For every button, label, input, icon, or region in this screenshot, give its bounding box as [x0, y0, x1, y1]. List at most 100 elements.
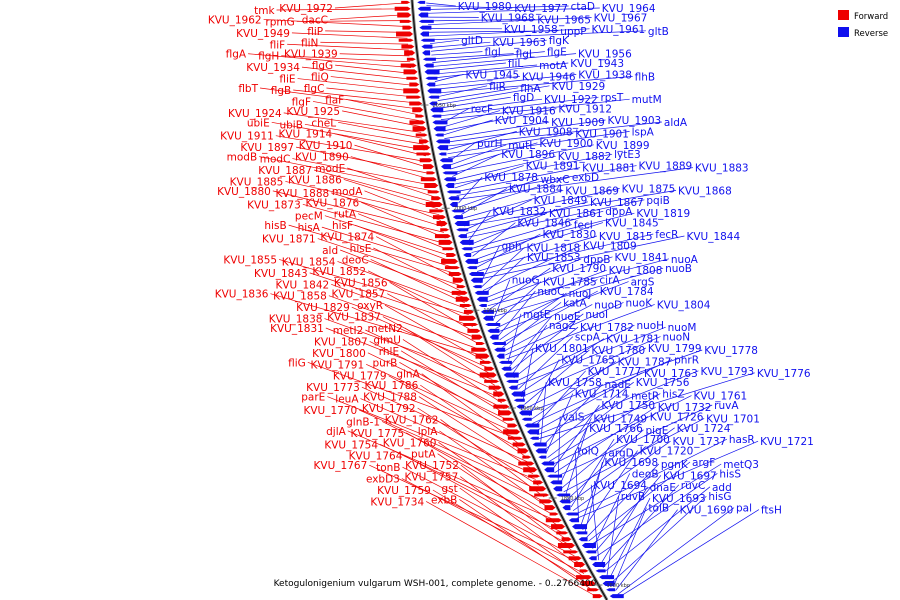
reverse-leader-line — [426, 2, 456, 7]
reverse-gene-label: flgE — [547, 47, 567, 59]
forward-leader-line — [331, 192, 443, 227]
reverse-gene-label: tolQ — [577, 446, 599, 458]
forward-feature-arrow — [512, 442, 526, 447]
reverse-feature-arrow — [421, 44, 433, 49]
reverse-feature-arrow — [443, 177, 456, 182]
reverse-gene-label: recF — [471, 104, 493, 116]
forward-feature-arrow — [503, 429, 521, 435]
reverse-feature-arrow — [498, 360, 512, 364]
reverse-feature-arrow — [438, 152, 447, 156]
forward-gene-label: KVU_1838 — [269, 314, 323, 326]
forward-gene-label: pecM — [295, 211, 323, 223]
reverse-feature-arrow — [568, 518, 579, 523]
reverse-feature-arrow — [465, 258, 479, 264]
reverse-feature-arrow — [429, 101, 438, 106]
reverse-feature-arrow — [427, 88, 442, 94]
forward-gene-label: KVU_1972 — [279, 3, 333, 15]
reverse-leader-line — [613, 507, 647, 587]
forward-feature-arrow — [471, 347, 488, 352]
reverse-gene-label: nuoK — [625, 297, 653, 309]
reverse-feature-arrow — [441, 164, 452, 170]
reverse-leader-line — [557, 416, 561, 481]
forward-gene-label: KVU_1897 — [240, 142, 294, 154]
forward-feature-arrow — [455, 296, 470, 302]
reverse-leader-line — [458, 176, 483, 204]
forward-leader-line — [312, 101, 420, 121]
reverse-gene-label: argS — [631, 277, 655, 289]
reverse-gene-label: KVU_1882 — [558, 151, 612, 163]
reverse-gene-label: KVU_1787 — [618, 356, 672, 368]
reverse-gene-label: pigE — [645, 425, 668, 437]
reverse-feature-arrow — [519, 410, 533, 416]
reverse-gene-label: KVU_1777 — [588, 366, 642, 378]
forward-leader-line — [301, 66, 413, 80]
reverse-leader-line — [437, 85, 488, 98]
reverse-gene-label: KVU_1737 — [672, 436, 726, 448]
reverse-leader-line — [426, 5, 569, 10]
reverse-leader-line — [466, 201, 589, 234]
reverse-feature-arrow — [556, 493, 571, 497]
forward-gene-label: oxyR — [357, 300, 383, 312]
reverse-leader-line — [433, 62, 506, 71]
forward-feature-arrow — [561, 537, 572, 542]
reverse-gene-label: KVU_1766 — [589, 423, 643, 435]
reverse-leader-line — [538, 372, 755, 439]
reverse-leader-line — [516, 326, 666, 386]
reverse-gene-label: KVU_1958 — [504, 24, 558, 36]
forward-feature-arrow — [434, 234, 451, 239]
reverse-gene-label: exbD — [572, 172, 599, 184]
reverse-gene-label: KVU_1784 — [600, 286, 654, 298]
reverse-leader-line — [519, 338, 605, 394]
genome-backbone-inner-arc — [411, 0, 608, 600]
reverse-leader-line — [518, 336, 574, 390]
forward-gene-label: ubiB — [279, 119, 302, 131]
reverse-feature-arrow — [609, 594, 624, 599]
forward-gene-label: metN2 — [367, 323, 402, 335]
forward-leader-line — [259, 156, 434, 192]
forward-leader-line — [439, 430, 551, 510]
reverse-gene-label: gph — [502, 240, 522, 252]
forward-gene-label: KVU_1831 — [270, 323, 324, 335]
forward-leader-line — [365, 329, 498, 392]
forward-gene-label: hisE — [350, 243, 372, 255]
reverse-gene-label: mutL — [508, 140, 535, 152]
reverse-leader-line — [510, 313, 584, 371]
reverse-leader-line — [594, 475, 662, 553]
forward-leader-line — [313, 169, 437, 204]
reverse-gene-label: KVU_1701 — [706, 413, 760, 425]
reverse-gene-label: gltB — [648, 26, 669, 38]
forward-gene-label: ald — [322, 245, 338, 257]
forward-feature-arrow — [592, 594, 603, 599]
reverse-gene-label: KVU_1818 — [527, 242, 581, 254]
forward-gene-label: cheL — [311, 117, 336, 129]
forward-feature-arrow — [534, 493, 550, 497]
forward-leader-line — [276, 8, 405, 11]
reverse-leader-line — [483, 256, 526, 295]
forward-gene-label: flgF — [292, 96, 311, 108]
forward-feature-arrow — [507, 423, 518, 428]
forward-leader-line — [275, 135, 428, 163]
forward-leader-line — [400, 350, 507, 416]
forward-feature-arrow — [401, 0, 411, 4]
forward-feature-arrow — [502, 417, 515, 421]
forward-feature-arrow — [412, 107, 424, 113]
forward-leader-line — [285, 181, 440, 216]
forward-feature-arrow — [545, 518, 562, 523]
reverse-leader-line — [429, 28, 590, 37]
reverse-leader-line — [556, 404, 713, 477]
forward-leader-line — [459, 487, 588, 580]
forward-gene-label: KVU_1807 — [314, 336, 368, 348]
forward-gene-label: KVU_1775 — [350, 428, 404, 440]
reverse-gene-label: fecR — [655, 229, 678, 241]
forward-gene-label: KVU_1939 — [284, 49, 338, 61]
forward-gene-label: hisB — [264, 220, 286, 232]
reverse-leader-line — [554, 406, 656, 474]
reverse-feature-arrow — [478, 304, 487, 308]
forward-feature-arrow — [533, 480, 544, 485]
reverse-leader-line — [488, 267, 551, 310]
reverse-gene-label: hasR — [729, 434, 755, 446]
reverse-gene-label: KVU_1808 — [609, 265, 663, 277]
reverse-leader-line — [569, 427, 675, 504]
reverse-leader-line — [478, 233, 654, 276]
reverse-feature-arrow — [575, 531, 588, 535]
